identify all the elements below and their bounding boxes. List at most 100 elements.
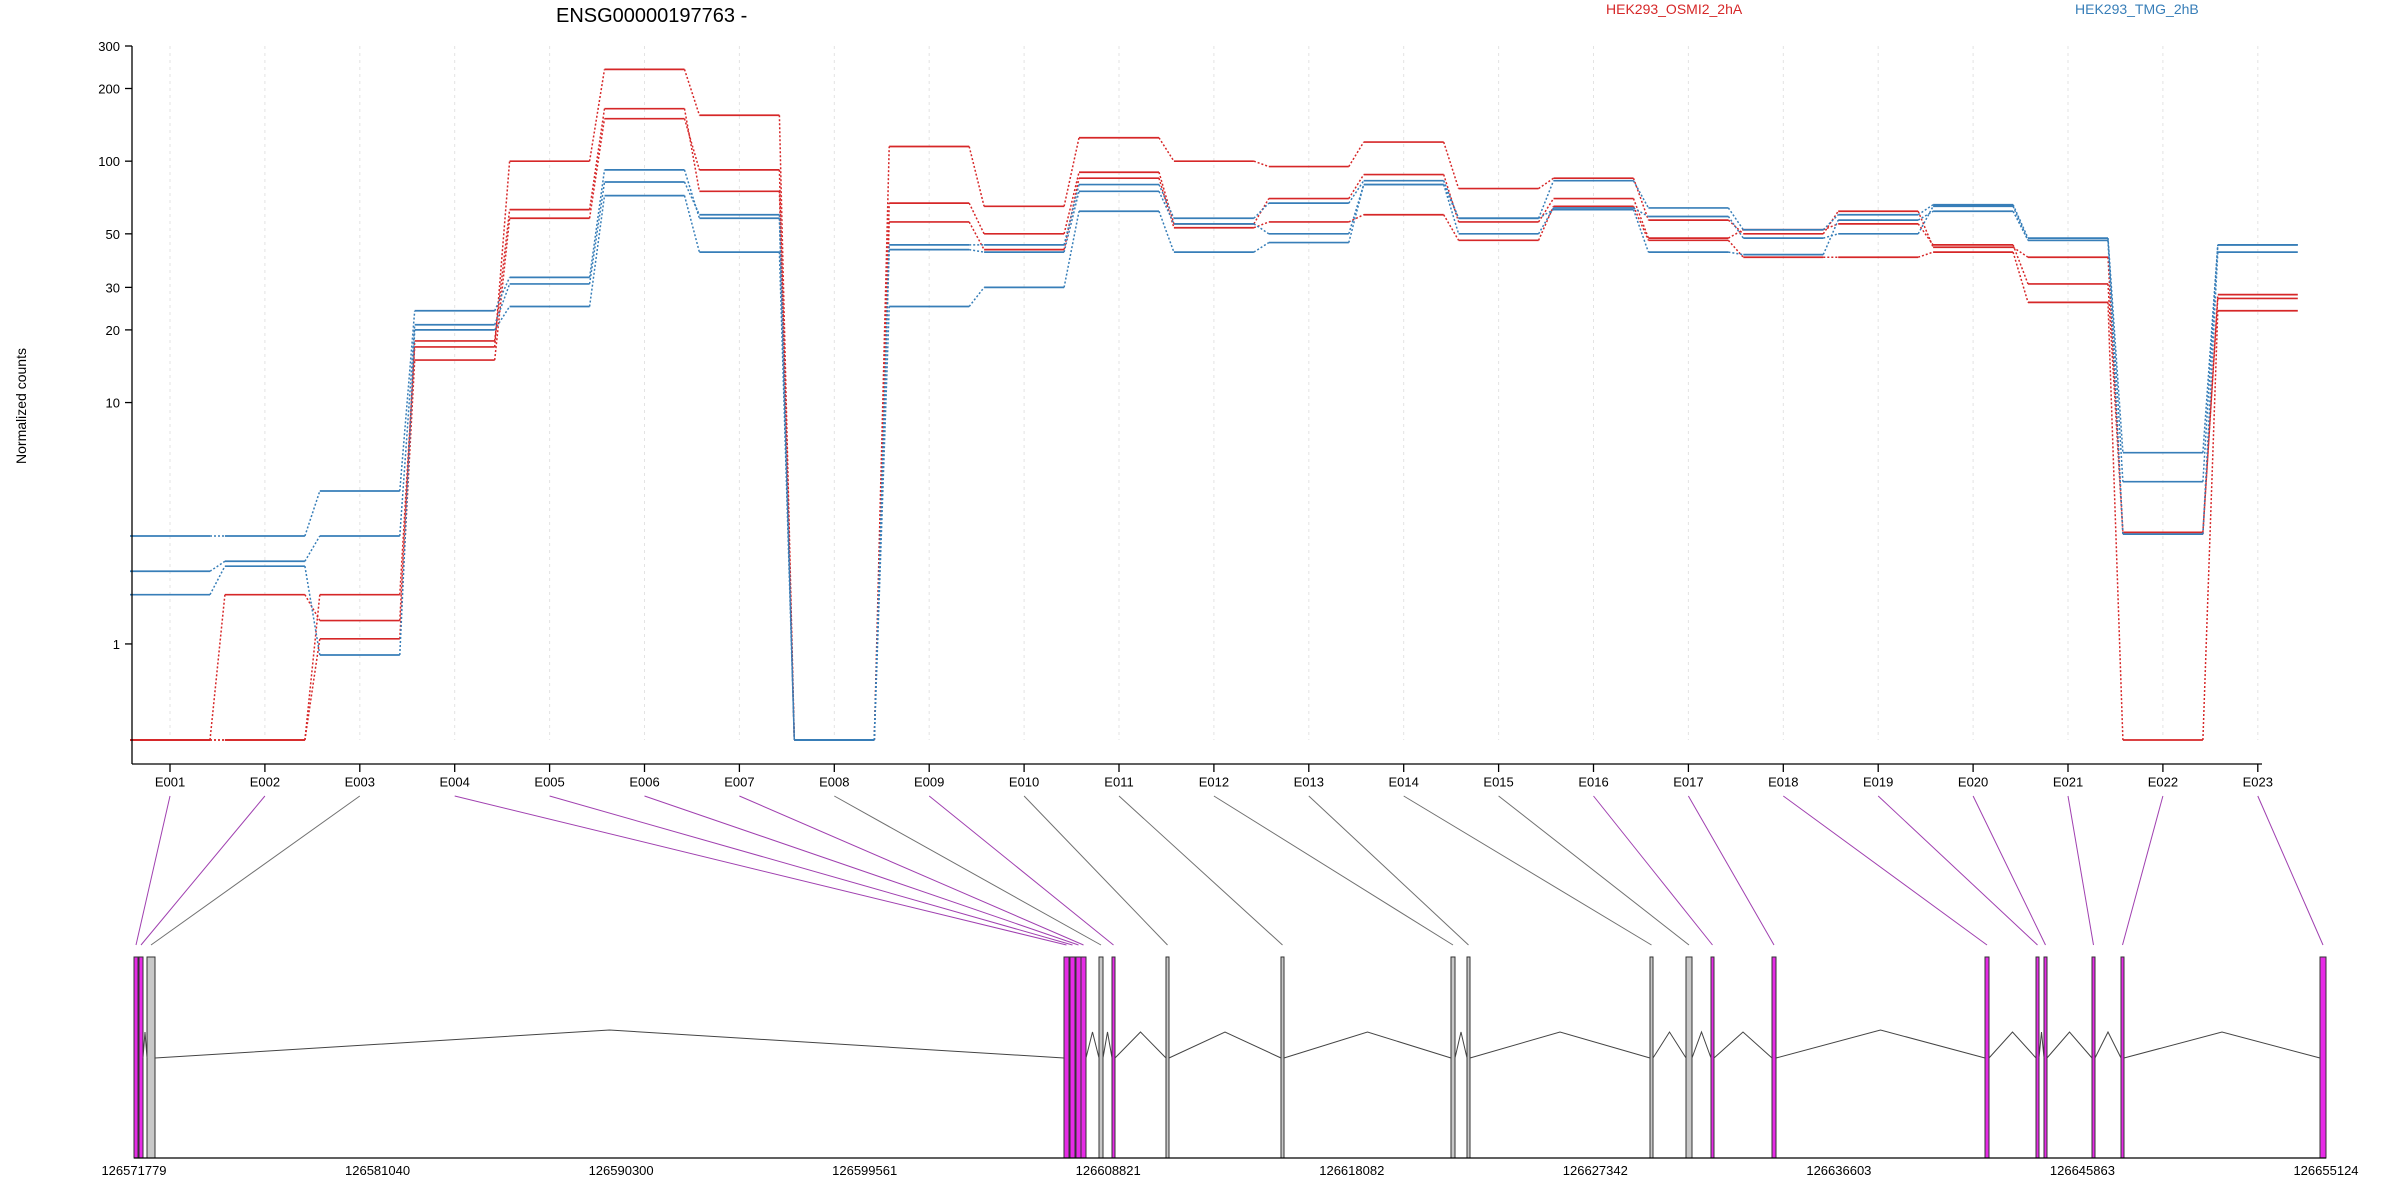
connector	[1443, 214, 1460, 241]
x-tick-label-E001: E001	[155, 775, 185, 790]
genomic-coordinate-label: 126599561	[832, 1163, 897, 1178]
connector	[1633, 207, 1649, 218]
connector	[2107, 240, 2124, 535]
y-tick-label-300: 300	[98, 39, 120, 54]
connector	[304, 490, 321, 537]
axes: 1 10 20 30 50 100 200 300 E001 E002 E003 E004 E005 E0…	[98, 39, 2273, 790]
connector	[1822, 214, 1839, 231]
connector	[1348, 174, 1365, 199]
connector-E023	[2257, 795, 2324, 946]
y-tick-label-10: 10	[106, 396, 120, 411]
connector	[1822, 210, 1839, 235]
connector	[2107, 302, 2124, 741]
intron	[1713, 1031, 1773, 1059]
connector	[1632, 177, 1650, 221]
connector	[683, 169, 701, 219]
genomic-coordinate-label: 126581040	[345, 1163, 410, 1178]
connector	[304, 594, 321, 741]
connector	[1253, 160, 1270, 168]
connector	[1442, 141, 1460, 189]
series-6	[130, 183, 2298, 741]
connector	[778, 252, 796, 741]
connector	[493, 161, 511, 347]
y-tick-label-30: 30	[106, 280, 120, 295]
x-tick-label-E009: E009	[914, 775, 944, 790]
connector	[2012, 244, 2029, 285]
connector	[1537, 207, 1555, 235]
intron	[1114, 1031, 1167, 1059]
connector	[2202, 252, 2219, 535]
connector	[1538, 177, 1554, 190]
connector	[1727, 219, 1744, 235]
connector	[969, 248, 985, 253]
connector	[209, 594, 226, 741]
connector	[1537, 198, 1555, 223]
connector	[873, 146, 890, 741]
connector	[1917, 210, 1934, 221]
connector	[1063, 137, 1080, 207]
connector	[1917, 204, 1934, 216]
y-tick-label-200: 200	[98, 82, 120, 97]
connector	[1632, 180, 1650, 209]
genomic-coordinate-label: 126618082	[1319, 1163, 1384, 1178]
intron	[1469, 1031, 1651, 1059]
connector-E011	[1118, 795, 1283, 946]
connector	[873, 306, 890, 741]
connector-E001	[135, 795, 171, 946]
exon-E008	[1098, 956, 1104, 1159]
x-tick-label-E003: E003	[345, 775, 375, 790]
connector	[399, 310, 416, 492]
exon-E007	[1080, 956, 1087, 1159]
connector	[493, 283, 511, 326]
connector	[968, 146, 985, 207]
connector	[399, 340, 416, 621]
connector	[588, 169, 606, 278]
x-tick-label-E021: E021	[2053, 775, 2083, 790]
intron	[1988, 1031, 2037, 1059]
connector	[1063, 191, 1080, 253]
connector	[1537, 180, 1555, 219]
connector	[399, 360, 416, 639]
connector	[1158, 177, 1175, 228]
x-tick-label-E008: E008	[819, 775, 849, 790]
connector	[2202, 294, 2219, 535]
x-tick-label-E014: E014	[1389, 775, 1419, 790]
connector-E022	[2122, 795, 2164, 946]
exon-E001	[133, 956, 139, 1159]
connector-E006	[644, 795, 1079, 946]
x-tick-label-E006: E006	[629, 775, 659, 790]
genomic-coordinate-label: 126590300	[589, 1163, 654, 1178]
genomic-coordinate-label: 126645863	[2050, 1163, 2115, 1178]
x-tick-label-E018: E018	[1768, 775, 1798, 790]
connector	[968, 202, 985, 235]
genomic-coordinate-label: 126571779	[101, 1163, 166, 1178]
connector-E007	[739, 795, 1084, 946]
connector	[968, 221, 985, 251]
connector-E018	[1783, 795, 1988, 946]
exon-E004	[1063, 956, 1070, 1159]
connector	[1253, 198, 1270, 225]
x-tick-label-E017: E017	[1673, 775, 1703, 790]
exon-E011	[1280, 956, 1285, 1159]
exon-E015	[1685, 956, 1693, 1159]
connector-E021	[2067, 795, 2094, 946]
connector	[1063, 172, 1080, 235]
intron	[1085, 1031, 1100, 1059]
connector	[1348, 180, 1365, 204]
connector-E017	[1687, 795, 1775, 946]
chart-title: ENSG00000197763 -	[556, 5, 747, 27]
genomic-coordinate-label: 126627342	[1563, 1163, 1628, 1178]
y-tick-label-20: 20	[106, 323, 120, 338]
genomic-coordinate-label: 126608821	[1076, 1163, 1141, 1178]
connector	[1158, 137, 1175, 162]
connector	[683, 118, 701, 171]
connector	[683, 195, 701, 253]
x-tick-label-E005: E005	[534, 775, 564, 790]
intron	[1102, 1031, 1113, 1059]
connector	[1253, 241, 1270, 253]
connector-E003	[150, 795, 361, 946]
connector	[2012, 210, 2029, 241]
connector	[1348, 184, 1365, 243]
genomic-coordinate-label: 126655124	[2293, 1163, 2358, 1178]
connector	[1632, 198, 1650, 239]
